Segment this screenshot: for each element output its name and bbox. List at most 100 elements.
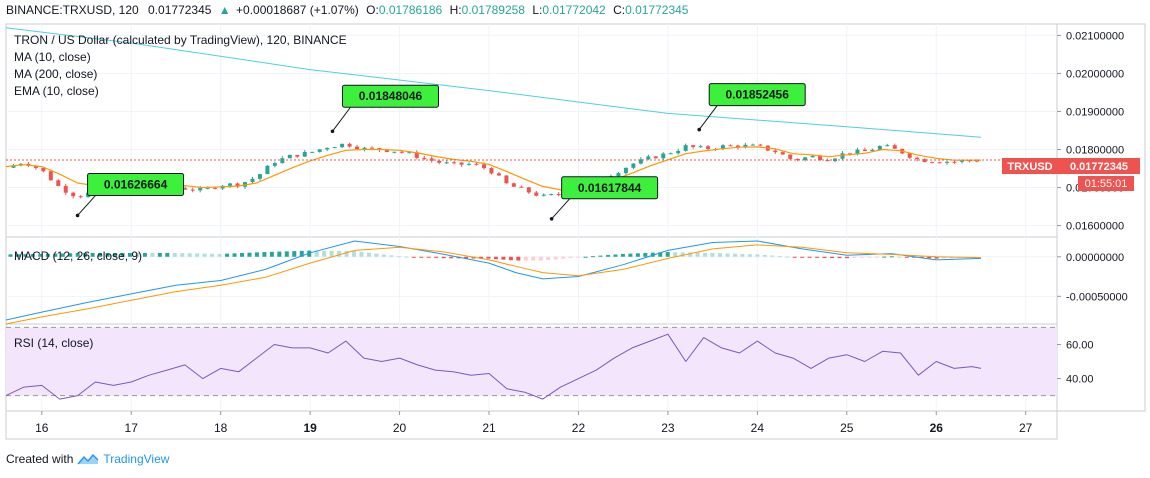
price-callouts: 0.01626664 0.01848046 0.01617844 0.01852456 [75, 83, 806, 221]
candle-body [691, 145, 696, 148]
callout-pointer [698, 105, 718, 130]
macd-hist-bar [127, 252, 132, 257]
candle-body [56, 180, 61, 186]
candle-body [892, 145, 897, 149]
candle-body [870, 149, 875, 152]
candle-body [795, 158, 800, 161]
macd-hist-bar [329, 250, 334, 257]
macd-hist-bar [732, 253, 737, 257]
macd-hist-bar [105, 252, 110, 257]
candle-body [310, 151, 315, 153]
rsi-y-tick-label: 60.00 [1066, 339, 1094, 351]
chart-canvas[interactable]: 0.02100000 0.02000000 0.01900000 0.01800000… [0, 0, 1150, 450]
macd-hist-bar [464, 256, 469, 259]
rsi-line [5, 333, 982, 400]
rsi-pane-title: RSI (14, close) [14, 336, 93, 350]
candle-body [384, 150, 389, 152]
price-scale[interactable] [1056, 23, 1146, 412]
macd-hist-bar [307, 250, 312, 257]
candle-body [452, 162, 457, 164]
macd-hist-bar [747, 254, 752, 257]
rsi-band-lines [6, 326, 1057, 397]
macd-hist-bar [157, 252, 162, 257]
candle-body [631, 163, 636, 168]
macd-hist-bar [426, 256, 431, 258]
candle-body [504, 175, 509, 184]
macd-pane[interactable] [5, 236, 1058, 325]
macd-hist-bar [60, 253, 65, 257]
macd-hist-bar [299, 250, 304, 257]
candle-body [489, 168, 494, 174]
candle-body [399, 151, 404, 153]
macd-hist-bar [359, 251, 364, 257]
candle-body [526, 187, 531, 193]
macd-hist-bar [531, 256, 536, 261]
header-symbol: BINANCE:TRXUSD, 120 [6, 3, 139, 17]
price-y-tick-label: 0.01800000 [1066, 145, 1124, 157]
macd-hist-bar [740, 253, 745, 257]
footer-brand[interactable]: TradingView [103, 452, 170, 466]
macd-hist-bar [710, 252, 715, 257]
candle-body [407, 152, 412, 154]
macd-hist-bar [292, 251, 297, 257]
callout-box [87, 172, 185, 196]
candle-body [280, 158, 285, 164]
macd-hist-bar [479, 256, 484, 259]
candle-body [974, 160, 979, 162]
macd-hist-bar [187, 253, 192, 257]
candle-body [41, 167, 46, 172]
callout-pointer [551, 198, 570, 220]
candle-body [952, 161, 957, 163]
candle-body [78, 196, 83, 198]
candle-body [743, 144, 748, 148]
tradingview-logo-icon[interactable] [77, 453, 99, 465]
candle-body [362, 147, 367, 150]
macd-hist-bar [605, 255, 610, 257]
candle-body [33, 165, 38, 168]
macd-hist-bar [770, 255, 775, 257]
x-tick-label: 21 [482, 421, 496, 435]
time-scale[interactable] [5, 410, 1058, 440]
price-y-tick-label: 0.02100000 [1066, 30, 1124, 42]
candle-body [818, 155, 823, 160]
macd-hist-bar [396, 256, 401, 258]
macd-hist-bar [120, 252, 125, 257]
macd-hist-bar [725, 253, 730, 257]
macd-hist-bar [8, 254, 13, 257]
macd-histogram [8, 250, 976, 261]
price-y-tick-label: 0.01600000 [1066, 221, 1124, 233]
macd-hist-bar [904, 256, 909, 258]
x-axis-labels: 16 17 18 19 20 21 22 23 24 25 26 27 [35, 411, 1033, 435]
candle-body [937, 162, 942, 164]
header-last: 0.01772345 [148, 3, 212, 17]
macd-hist-bar [635, 253, 640, 257]
macd-hist-bar [217, 253, 222, 257]
candle-body [190, 189, 195, 191]
last-price-tag: TRXUSD 0.01772345 01:55:01 [1002, 158, 1140, 191]
price-y-tick-label: 0.02000000 [1066, 68, 1124, 80]
candle-body [556, 194, 561, 196]
candle-body [907, 153, 912, 158]
macd-hist-bar [30, 254, 35, 257]
tag-symbol-bg [1002, 158, 1058, 174]
candle-body [721, 145, 726, 149]
callout-label: 0.01617844 [578, 181, 642, 195]
candle-body [945, 161, 950, 163]
macd-hist-bar [508, 256, 513, 261]
macd-hist-bar [718, 253, 723, 257]
candle-body [48, 171, 53, 181]
macd-hist-bar [75, 253, 80, 257]
macd-line [5, 240, 982, 321]
callout-anchor [697, 127, 702, 132]
price-pane[interactable] [5, 23, 1058, 238]
macd-hist-bar [561, 256, 566, 259]
candle-body [213, 187, 218, 189]
macd-hist-bar [867, 256, 872, 258]
macd-hist-bar [269, 251, 274, 257]
candle-body [922, 159, 927, 163]
macd-hist-bar [658, 252, 663, 257]
macd-hist-bar [568, 256, 573, 258]
macd-hist-bar [441, 256, 446, 259]
macd-hist-bar [232, 253, 237, 257]
